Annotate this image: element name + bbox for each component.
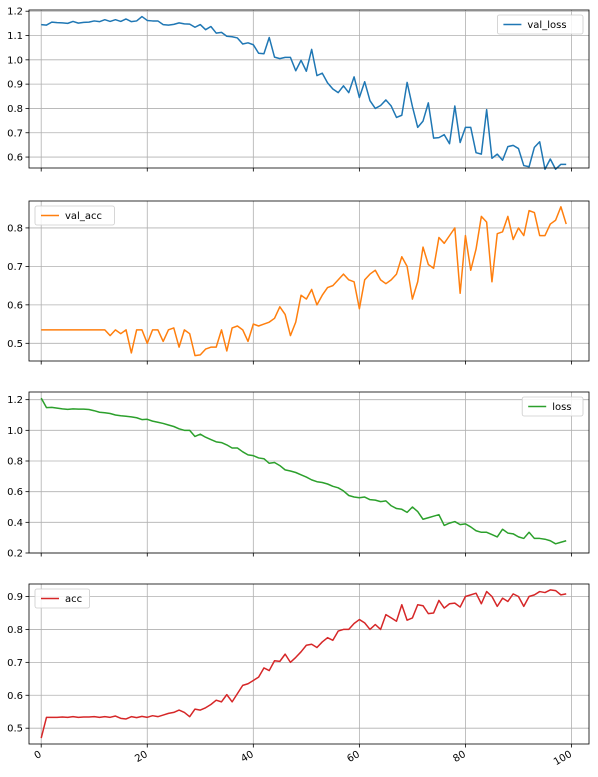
legend-label: loss — [552, 402, 571, 413]
y-tick-label: 0.5 — [7, 724, 23, 735]
y-tick-label: 0.6 — [7, 487, 23, 498]
x-tick-label: 0 — [33, 749, 44, 762]
y-tick-label: 0.5 — [7, 339, 23, 350]
y-tick-label: 0.8 — [7, 625, 23, 636]
axes-frame — [28, 9, 590, 169]
subplot-3: 0.2 0.4 0.6 0.8 1.0 1.2 loss — [7, 391, 590, 560]
y-tick-label: 0.7 — [7, 658, 23, 669]
axes-frame — [28, 583, 590, 745]
legend-label: val_acc — [65, 211, 102, 222]
legend-loss: loss — [521, 396, 584, 417]
y-tick-label: 1.2 — [7, 395, 23, 406]
axes-frame — [28, 200, 590, 362]
y-tick-label: 0.7 — [7, 128, 23, 139]
y-tick-label: 0.2 — [7, 549, 23, 560]
y-tick-label: 1.0 — [7, 55, 23, 66]
subplot-2: 0.5 0.6 0.7 0.8 val_acc — [7, 200, 590, 365]
y-tick-label: 0.8 — [7, 223, 23, 234]
y-tick-label: 1.1 — [7, 31, 23, 42]
y-tick-label: 1.0 — [7, 426, 23, 437]
y-tick-label: 0.8 — [7, 457, 23, 468]
legend-box — [496, 14, 584, 35]
legend-val_loss: val_loss — [496, 14, 584, 35]
subplot-1: 0.6 0.7 0.8 0.9 1.0 1.1 1.2 val_loss — [7, 7, 590, 172]
series-line-val_loss — [41, 15, 567, 170]
legend-acc: acc — [34, 588, 90, 609]
y-tick-label: 0.6 — [7, 300, 23, 311]
subplot-panels: 0.60.70.80.91.01.11.2val_loss0.50.60.70.… — [7, 7, 590, 768]
legend-label: val_loss — [527, 20, 566, 31]
legend-box — [521, 396, 584, 417]
series-line-loss — [40, 397, 567, 545]
y-tick-label: 0.9 — [7, 592, 23, 603]
legend-label: acc — [65, 594, 82, 605]
y-tick-label: 0.6 — [7, 153, 23, 164]
legend-val_acc: val_acc — [34, 205, 115, 226]
series-line-val_acc — [41, 206, 567, 357]
series-line-acc — [40, 589, 567, 739]
y-tick-label: 0.4 — [7, 518, 23, 529]
legend-box — [34, 588, 90, 609]
y-tick-label: 0.8 — [7, 104, 23, 115]
legend-box — [34, 205, 115, 226]
y-tick-label: 0.7 — [7, 262, 23, 273]
y-tick-label: 0.6 — [7, 691, 23, 702]
y-tick-label: 0.9 — [7, 80, 23, 91]
y-tick-label: 1.2 — [7, 7, 23, 18]
axes-frame — [28, 391, 590, 554]
